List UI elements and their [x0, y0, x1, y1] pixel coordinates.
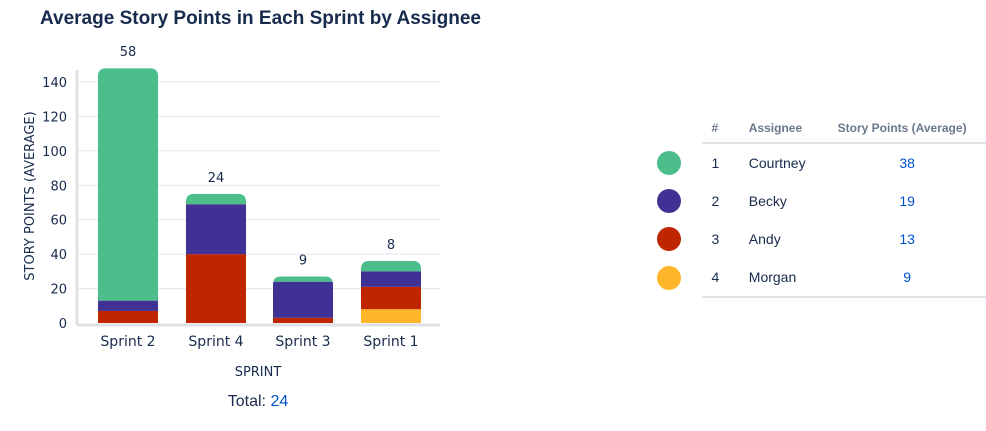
x-tick-label: Sprint 4: [188, 334, 243, 350]
legend-row: 3 Andy 13: [657, 220, 986, 258]
legend-row: 4 Morgan 9: [657, 258, 986, 298]
y-tick-label: 20: [50, 283, 67, 298]
total-label: Total:: [227, 393, 266, 410]
color-cell: [657, 143, 702, 182]
assignee-name: Andy: [748, 231, 781, 247]
stacked-bar-chart: 0 20 40 60 80 100 120 140 58 Sprint 2 24 Sprint 4 9 S…: [23, 45, 440, 380]
color-cell: [657, 182, 702, 220]
bar-total-label: 8: [387, 238, 395, 253]
x-tick-label: Sprint 1: [363, 334, 418, 350]
color-dot: [657, 150, 681, 175]
color-cell: [657, 258, 702, 297]
total-value[interactable]: 24: [270, 393, 289, 410]
bar-segment-andy[interactable]: [361, 286, 421, 310]
bar-segment-andy[interactable]: [98, 310, 158, 323]
bar-segment-courtney[interactable]: [273, 276, 333, 282]
rank: 2: [711, 193, 720, 209]
x-tick-label: Sprint 2: [100, 334, 155, 350]
header-blank: [657, 114, 702, 143]
rank: 1: [711, 155, 720, 171]
total: Total: 24: [0, 393, 516, 411]
y-axis-label: STORY POINTS (AVERAGE): [23, 111, 38, 280]
y-tick-label: 100: [42, 145, 67, 160]
y-tick-label: 140: [42, 76, 67, 91]
story-points-value[interactable]: 13: [899, 231, 915, 247]
story-points-value[interactable]: 9: [828, 258, 986, 298]
y-tick-label: 120: [42, 110, 67, 125]
rank: 3: [711, 231, 720, 247]
color-cell: [657, 220, 702, 258]
bar-segment-morgan[interactable]: [361, 309, 421, 323]
color-dot: [657, 265, 681, 290]
bar-segment-courtney[interactable]: [186, 193, 246, 205]
legend-row: 2 Becky 19: [657, 182, 986, 220]
bar-total-label: 24: [208, 171, 225, 186]
chart-title: Average Story Points in Each Sprint by A…: [40, 8, 481, 29]
color-dot: [657, 227, 681, 251]
story-points-value[interactable]: 38: [899, 155, 915, 171]
bar-segment-becky[interactable]: [361, 271, 421, 287]
y-tick-label: 60: [50, 214, 67, 229]
story-points-value[interactable]: 19: [899, 193, 915, 209]
assignee-name: Becky: [748, 193, 787, 209]
bar-segment-becky[interactable]: [98, 300, 158, 311]
bar-total-label: 9: [299, 254, 307, 269]
bar-segment-courtney[interactable]: [98, 68, 158, 301]
bar-segment-becky[interactable]: [186, 204, 246, 255]
rank: 4: [701, 258, 749, 298]
x-axis-label: SPRINT: [235, 365, 282, 380]
assignee-name: Morgan: [748, 258, 829, 298]
legend-row: 1 Courtney 38: [657, 143, 986, 182]
legend-table: # Assignee Story Points (Average) 1 Cour…: [657, 114, 986, 298]
bar-segment-courtney[interactable]: [361, 261, 421, 272]
header-rank: #: [701, 114, 749, 144]
y-tick-label: 0: [59, 317, 67, 332]
y-tick-label: 40: [50, 248, 67, 263]
bar-segment-becky[interactable]: [273, 281, 333, 318]
header-assignee: Assignee: [748, 114, 829, 144]
bar-segment-andy[interactable]: [273, 317, 333, 323]
assignee-name: Courtney: [748, 155, 806, 171]
bar-total-label: 58: [120, 45, 137, 60]
bar-segment-andy[interactable]: [186, 254, 246, 323]
header-story-points: Story Points (Average): [828, 114, 986, 144]
x-tick-label: Sprint 3: [275, 334, 330, 350]
y-tick-label: 80: [50, 179, 67, 194]
color-dot: [657, 189, 681, 213]
